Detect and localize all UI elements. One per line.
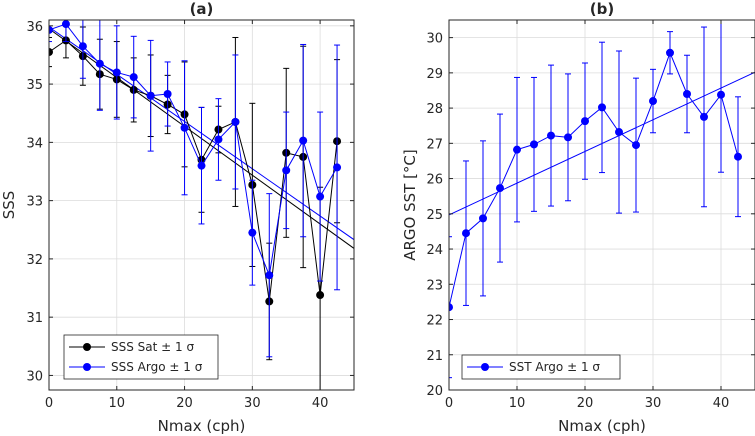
data-point (163, 90, 172, 98)
data-point (265, 271, 274, 280)
data-point (78, 42, 87, 51)
legend-box (63, 334, 219, 380)
y-axis-label: SSS (0, 191, 18, 220)
data-point (449, 303, 453, 312)
y-tick-label: 23 (426, 278, 443, 293)
data-layer (449, 20, 755, 379)
data-point (61, 20, 70, 29)
y-tick-label: 25 (426, 208, 443, 223)
y-tick-label: 32 (26, 253, 43, 268)
y-tick-label: 24 (426, 243, 443, 258)
data-point (683, 90, 691, 98)
legend: SST Argo ± 1 σ (461, 354, 621, 380)
data-point (632, 141, 640, 150)
x-tick-label: 10 (109, 396, 126, 411)
chart-title: (a) (190, 0, 214, 18)
chart-panel-1: 0 10 20 30 40 20 21 22 23 24 25 26 27 28 29 30 (b) Nmax (… (401, 0, 755, 435)
data-point (95, 59, 104, 68)
data-point (49, 48, 53, 57)
data-point (231, 117, 240, 126)
chart-title: (b) (590, 0, 614, 18)
data-point (496, 184, 504, 193)
data-point (129, 73, 138, 82)
data-point (316, 291, 325, 300)
x-tick-label: 0 (45, 396, 53, 411)
y-tick-label: 20 (426, 384, 443, 399)
series-line (449, 51, 739, 308)
data-point (282, 166, 291, 175)
data-point (581, 117, 589, 126)
data-point (197, 161, 206, 170)
data-point (717, 90, 725, 99)
y-axis-label: ARGO SST [°C] (401, 149, 419, 261)
data-point (146, 91, 155, 100)
data-point (547, 131, 555, 140)
data-point (299, 136, 308, 145)
y-tick-label: 29 (426, 67, 443, 82)
y-tick-label: 22 (426, 314, 443, 329)
data-point (248, 228, 257, 237)
data-point (214, 135, 223, 144)
chart-panel-0: 0 10 20 30 40 30 31 32 33 34 35 36 (a) Nmax (cph) SSS S… (0, 0, 355, 435)
x-tick-label: 0 (445, 396, 453, 411)
x-tick-label: 40 (312, 396, 329, 411)
y-tick-label: 26 (426, 173, 443, 188)
x-tick-label: 10 (509, 396, 526, 411)
y-tick-label: 36 (26, 20, 43, 35)
data-point (530, 140, 538, 149)
legend-label: SSS Sat ± 1 σ (111, 340, 194, 354)
data-point (316, 192, 325, 201)
data-point (333, 163, 342, 172)
y-tick-label: 35 (26, 78, 43, 93)
data-point (564, 133, 572, 142)
x-tick-label: 20 (176, 396, 193, 411)
y-tick-label: 34 (26, 136, 43, 151)
y-tick-label: 28 (426, 102, 443, 117)
y-tick-label: 33 (26, 195, 43, 210)
data-point (462, 229, 470, 238)
data-layer (49, 20, 354, 390)
axes-box (448, 19, 755, 391)
legend-label: SSS Argo ± 1 σ (111, 360, 203, 374)
y-tick-label: 30 (426, 32, 443, 47)
data-point (734, 152, 742, 161)
axes-box (48, 19, 355, 391)
y-tick-label: 21 (426, 349, 443, 364)
data-point (700, 112, 708, 121)
data-point (649, 97, 657, 106)
legend-marker (481, 363, 489, 371)
data-point (666, 48, 674, 57)
y-tick-label: 27 (426, 137, 443, 152)
data-point (598, 103, 606, 112)
data-point (513, 145, 521, 154)
y-tick-label: 31 (26, 311, 43, 326)
data-point (49, 25, 53, 34)
series-line (49, 23, 338, 278)
x-tick-label: 30 (645, 396, 662, 411)
data-point (180, 123, 189, 132)
data-point (479, 214, 487, 223)
data-point (615, 128, 623, 137)
x-tick-label: 30 (244, 396, 261, 411)
x-axis-label: Nmax (cph) (558, 417, 646, 435)
y-tick-label: 30 (26, 369, 43, 384)
data-point (112, 68, 121, 77)
legend: SSS Sat ± 1 σ SSS Argo ± 1 σ (63, 334, 219, 380)
legend-marker (83, 343, 91, 351)
x-tick-label: 20 (577, 396, 594, 411)
x-tick-label: 40 (713, 396, 730, 411)
legend-label: SST Argo ± 1 σ (509, 360, 600, 374)
x-axis-label: Nmax (cph) (158, 417, 246, 435)
legend-marker (83, 363, 91, 371)
